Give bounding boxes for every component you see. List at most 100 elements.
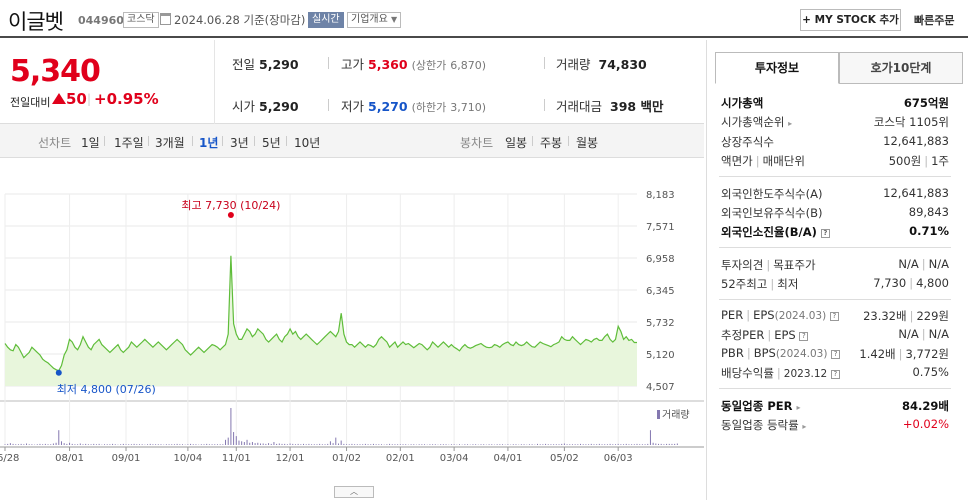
candle-daily[interactable]: 일봉 xyxy=(505,136,528,150)
period-1w[interactable]: 1주일 xyxy=(114,136,144,150)
est-per-row: 추정PER | EPS ? N/A | N/A xyxy=(721,327,949,342)
volume-bar xyxy=(120,444,122,445)
volume-bars: 거래량 xyxy=(4,408,690,445)
quick-order-button[interactable]: 빠른주문 xyxy=(914,14,955,27)
separator xyxy=(568,136,569,146)
volume-bar xyxy=(243,442,245,445)
bps-label: BPS xyxy=(753,346,776,360)
help-icon[interactable]: ? xyxy=(829,312,839,321)
volume-bar xyxy=(136,444,138,445)
low-price: 저가 5,270 (하한가 3,710) xyxy=(341,96,486,115)
x-tick-label: 05/02 xyxy=(550,453,579,464)
caret-right-icon: ▸ xyxy=(802,422,807,431)
chart-area xyxy=(4,255,637,386)
volume-bar xyxy=(539,444,541,445)
volume-bar xyxy=(171,444,173,445)
candle-monthly[interactable]: 월봉 xyxy=(576,136,599,150)
tab-investment-info[interactable]: 투자정보 xyxy=(715,52,839,84)
help-icon[interactable]: ? xyxy=(799,332,809,341)
volume-bar xyxy=(238,440,240,445)
foreign-ratio-label: 외국인소진율(B/A) xyxy=(721,225,817,239)
separator xyxy=(148,136,149,146)
tab-order-book[interactable]: 호가10단계 xyxy=(839,52,963,84)
target-label: 목표주가 xyxy=(773,258,816,272)
volume-legend-label: 거래량 xyxy=(662,409,690,421)
low-label: 저가 xyxy=(341,99,365,114)
volume-bar xyxy=(676,443,678,445)
volume-bar xyxy=(536,443,538,445)
volume-bar xyxy=(206,443,208,445)
period-3m[interactable]: 3개월 xyxy=(155,136,185,150)
foreign-limit-row: 외국인한도주식수(A) 12,641,883 xyxy=(721,186,949,204)
volume-bar xyxy=(181,444,183,445)
opinion-label: 투자의견 xyxy=(721,258,764,272)
volume-bar xyxy=(343,443,345,445)
sector-per-row: 동일업종 PER ▸ 84.29배 xyxy=(721,398,949,416)
realtime-button[interactable]: 실시간 xyxy=(308,12,344,28)
eps-label: EPS xyxy=(753,308,775,322)
sector-change-label[interactable]: 동일업종 등락률 xyxy=(721,418,799,432)
chart-grid xyxy=(0,193,704,451)
price-chart[interactable]: 8,183 7,571 6,958 6,345 5,732 5,120 4,507 거래량 … xyxy=(0,158,704,500)
period-1d[interactable]: 1일 xyxy=(81,136,100,150)
help-icon[interactable]: ? xyxy=(831,350,841,359)
volume-bar xyxy=(284,443,286,445)
volume-bar xyxy=(660,443,662,445)
week52-high-value: 7,730 xyxy=(873,276,907,290)
period-5y[interactable]: 5년 xyxy=(262,136,281,150)
volume-bar xyxy=(434,444,436,445)
volume-bar xyxy=(155,444,157,445)
foreign-hold-row: 외국인보유주식수(B) 89,843 xyxy=(721,205,949,223)
add-my-stock-button[interactable]: + MY STOCK 추가 xyxy=(800,9,901,31)
market-badge: 코스닥 xyxy=(123,12,159,28)
volume-bar xyxy=(257,442,259,445)
min-price-marker xyxy=(55,369,62,376)
volume-bar xyxy=(421,444,423,445)
volume-bar xyxy=(488,444,490,445)
sector-change-row: 동일업종 등락률 ▸ +0.02% xyxy=(721,417,949,435)
high-value: 5,360 xyxy=(368,57,408,72)
volume-bar xyxy=(138,444,140,445)
divider xyxy=(214,40,215,124)
volume-bar xyxy=(20,443,22,445)
x-tick-label: 06/28 xyxy=(0,453,19,464)
volume-bar xyxy=(475,444,477,445)
div-year: 2023.12 xyxy=(783,368,828,380)
volume-bar xyxy=(36,444,38,445)
help-icon[interactable]: ? xyxy=(820,229,830,238)
period-1y[interactable]: 1년 xyxy=(199,136,219,150)
chart-collapse-button[interactable]: ︿ xyxy=(334,486,374,498)
market-cap-value: 675억원 xyxy=(903,96,949,110)
shares-label: 상장주식수 xyxy=(721,135,774,149)
volume-bar xyxy=(63,443,65,445)
volume-bar xyxy=(418,444,420,445)
caret-right-icon: ▸ xyxy=(796,403,801,412)
period-10y[interactable]: 10년 xyxy=(294,136,321,150)
sector-per-value: 84.29배 xyxy=(902,399,949,413)
volume-bar xyxy=(109,444,111,445)
chevron-down-icon: ▼ xyxy=(391,15,398,24)
volume-bar xyxy=(612,444,614,445)
volume-bar xyxy=(391,444,393,445)
volume-bar xyxy=(128,444,130,445)
help-icon[interactable]: ? xyxy=(830,370,840,379)
volume-bar xyxy=(604,444,606,445)
per-eps-row: PER | EPS(2024.03) ? 23.32배 | 229원 xyxy=(721,308,949,323)
volume-bar xyxy=(558,444,560,445)
period-3y[interactable]: 3년 xyxy=(230,136,249,150)
volume-bar xyxy=(114,444,116,445)
volume-bar xyxy=(432,444,434,445)
company-info-dropdown[interactable]: 기업개요 ▼ xyxy=(347,12,402,28)
volume-bar xyxy=(281,443,283,445)
stock-code: 044960 xyxy=(78,14,124,27)
volume-bar xyxy=(410,444,412,445)
volume-bar xyxy=(98,443,100,445)
eps-value: 229원 xyxy=(916,309,949,323)
volume-bar xyxy=(386,444,388,445)
volume-bar xyxy=(577,444,579,445)
candle-weekly[interactable]: 주봉 xyxy=(540,136,563,150)
sector-per-label[interactable]: 동일업종 PER xyxy=(721,399,793,413)
volume-bar xyxy=(593,444,595,445)
separator xyxy=(328,57,329,69)
